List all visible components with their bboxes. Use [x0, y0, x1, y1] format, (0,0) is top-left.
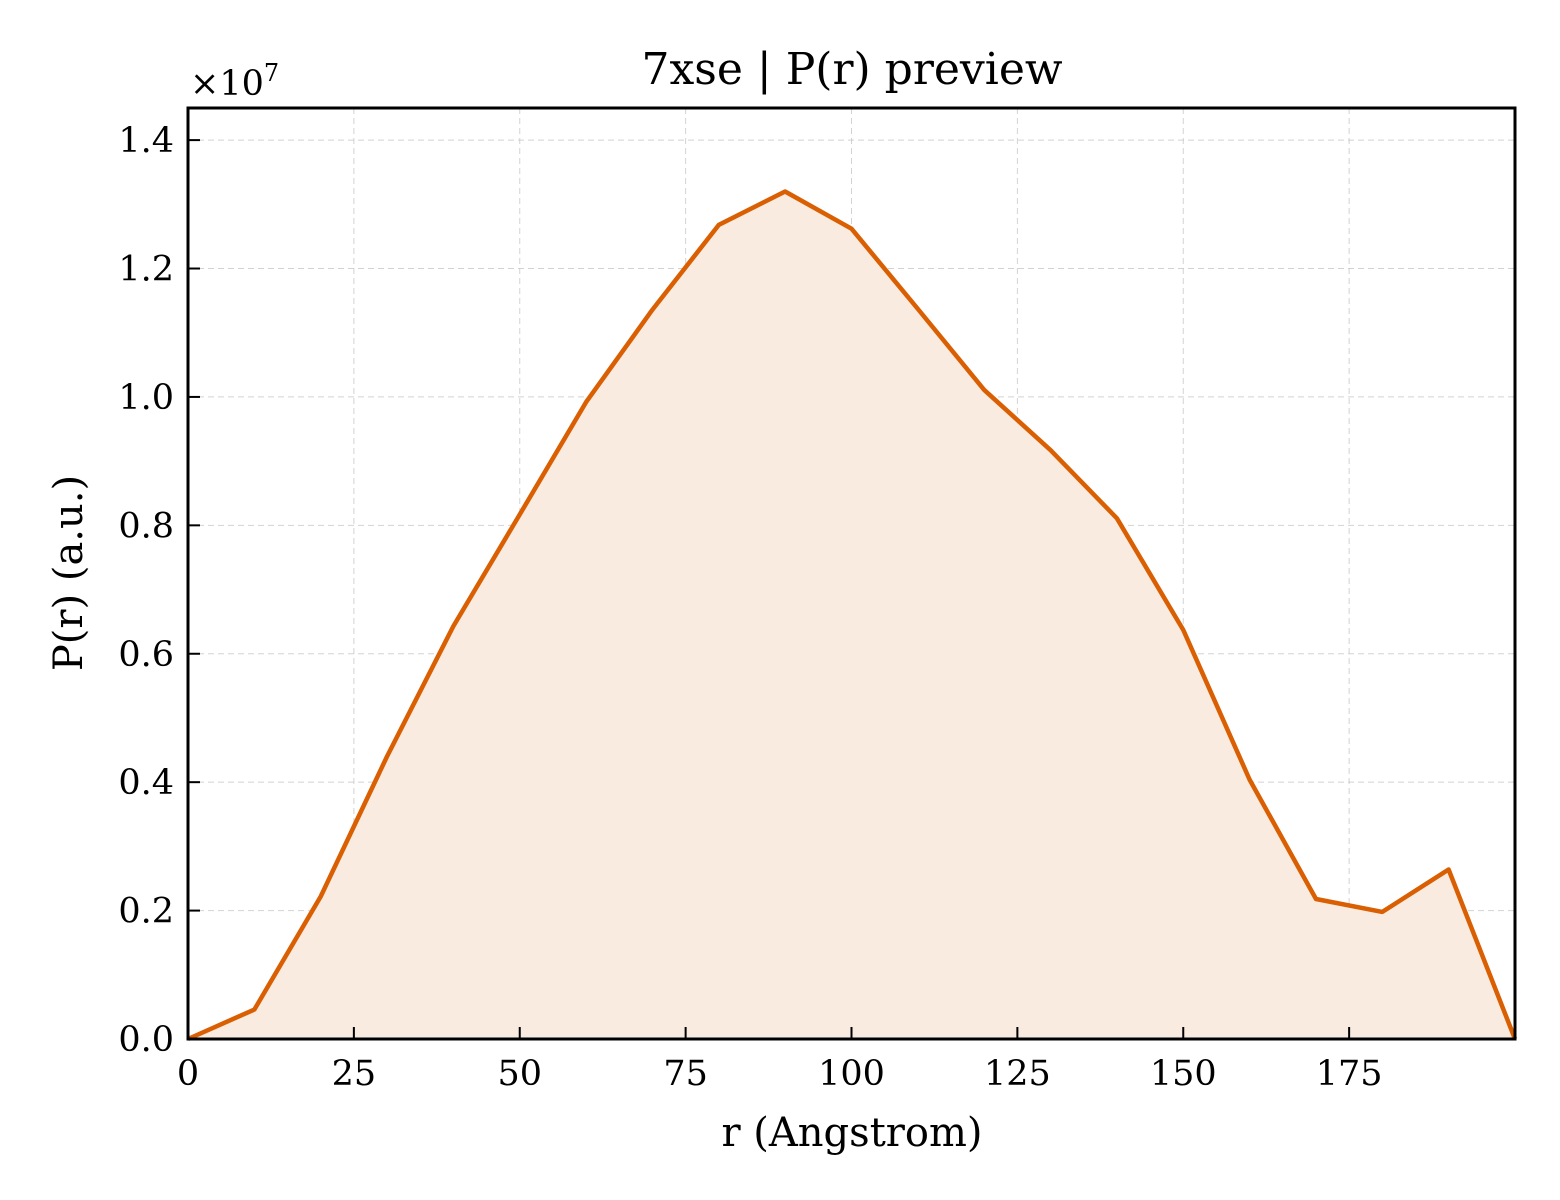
y-multiplier-exponent: 7 — [264, 59, 279, 87]
y-tick-label: 0.2 — [118, 892, 174, 932]
x-tick-label: 150 — [1150, 1054, 1217, 1094]
y-multiplier: ×107 — [190, 59, 279, 104]
chart-title: 7xse | P(r) preview — [641, 44, 1062, 95]
series-line — [187, 189, 1518, 1042]
tick-layer: 0 25 50 75 100 125 150 175 0.0 0.2 0.4 0.6 0.8 1.0 1.2… — [118, 121, 1382, 1094]
x-tick-label: 125 — [984, 1054, 1051, 1094]
y-tick-label: 0.0 — [118, 1020, 174, 1060]
y-tick-label: 0.6 — [118, 635, 174, 675]
x-tick-label: 75 — [663, 1054, 708, 1094]
y-tick-label: 1.4 — [118, 121, 174, 161]
x-tick-label: 175 — [1316, 1054, 1383, 1094]
y-tick-label: 1.0 — [118, 378, 174, 418]
x-axis-label: r (Angstrom) — [721, 1110, 982, 1156]
x-tick-label: 25 — [332, 1054, 377, 1094]
y-tick-label: 1.2 — [118, 250, 174, 290]
y-tick-label: 0.4 — [118, 763, 174, 803]
x-tick-label: 0 — [177, 1054, 199, 1094]
y-tick-label: 0.8 — [118, 506, 174, 546]
x-tick-label: 100 — [818, 1054, 885, 1094]
area-fill — [188, 191, 1515, 1039]
x-tick-label: 50 — [497, 1054, 542, 1094]
y-multiplier-base: ×10 — [190, 64, 264, 104]
y-axis-label: P(r) (a.u.) — [46, 475, 92, 671]
